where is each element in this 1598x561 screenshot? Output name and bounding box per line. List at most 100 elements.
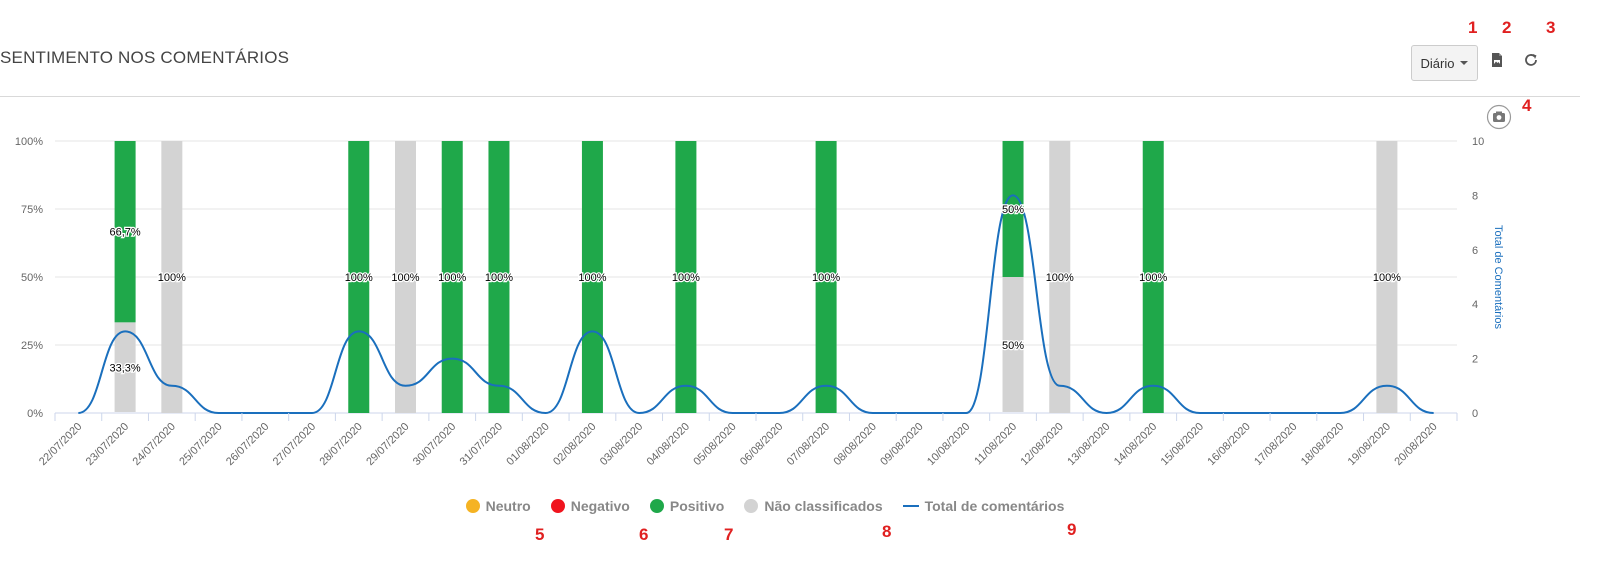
legend-label-neutro: Neutro [485, 498, 531, 514]
chevron-down-icon [1460, 61, 1469, 65]
data-label: 100% [1373, 272, 1401, 284]
x-tick-label: 13/08/2020 [1065, 421, 1112, 468]
x-tick-label: 31/07/2020 [458, 421, 505, 468]
y-right-tick-label: 0 [1472, 408, 1478, 420]
x-tick-label: 28/07/2020 [317, 421, 364, 468]
data-label: 66,7% [109, 227, 140, 239]
bar-positivo [1002, 141, 1024, 277]
x-tick-label: 02/08/2020 [551, 421, 598, 468]
annotation-marker-5: 5 [535, 525, 545, 544]
data-label: 100% [438, 272, 466, 284]
x-tick-label: 04/08/2020 [645, 421, 692, 468]
data-label: 33,3% [109, 363, 140, 375]
series-line-total [78, 194, 1434, 415]
data-label: 50% [1002, 204, 1024, 216]
camera-icon [1486, 104, 1512, 130]
export-image-button[interactable] [1487, 50, 1507, 70]
bar-nao-classificados [161, 141, 183, 413]
bar-nao-classificados [1002, 277, 1024, 412]
y-left-tick-label: 25% [21, 340, 43, 352]
x-tick-label: 25/07/2020 [177, 421, 224, 468]
x-tick-label: 10/08/2020 [925, 421, 972, 468]
period-label: Diário [1420, 55, 1455, 71]
data-label: 100% [345, 272, 373, 284]
x-tick-label: 14/08/2020 [1112, 421, 1159, 468]
x-tick-label: 27/07/2020 [271, 421, 318, 468]
y-left-tick-label: 100% [15, 136, 43, 148]
x-tick-label: 06/08/2020 [738, 421, 785, 468]
x-tick-label: 24/07/2020 [131, 421, 178, 468]
legend-swatch-positivo [649, 499, 664, 513]
x-tick-label: 23/07/2020 [84, 421, 131, 468]
data-label: 50% [1002, 340, 1024, 352]
legend-swatch-total [902, 505, 919, 507]
page-title: SENTIMENTO NOS COMENTÁRIOS [0, 48, 290, 67]
annotation-marker-2: 2 [1502, 18, 1512, 37]
y-right-tick-label: 8 [1472, 190, 1478, 202]
x-tick-label: 07/08/2020 [785, 421, 832, 468]
data-label: 100% [672, 272, 700, 284]
x-tick-label: 15/08/2020 [1159, 421, 1206, 468]
legend-total[interactable]: Total de comentários [902, 498, 1065, 514]
annotation-marker-8: 8 [882, 522, 892, 541]
x-tick-label: 08/08/2020 [832, 421, 879, 468]
bar-positivo [441, 141, 463, 413]
bar-positivo [114, 141, 136, 323]
annotation-marker-7: 7 [724, 525, 734, 544]
annotation-marker-3: 3 [1546, 18, 1556, 37]
legend-label-nao-classificados: Não classificados [764, 498, 883, 514]
y-right-tick-label: 10 [1472, 136, 1484, 148]
data-label: 100% [1139, 272, 1167, 284]
refresh-icon [1525, 54, 1537, 66]
annotation-marker-6: 6 [639, 525, 649, 544]
screenshot-button[interactable] [1486, 104, 1512, 130]
legend-neutro[interactable]: Neutro [465, 498, 531, 514]
x-tick-label: 03/08/2020 [598, 421, 645, 468]
x-tick-label: 11/08/2020 [972, 421, 1019, 468]
y-right-tick-label: 6 [1472, 245, 1478, 257]
bar-positivo [1142, 141, 1164, 413]
x-tick-label: 09/08/2020 [878, 421, 925, 468]
data-label: 100% [578, 272, 606, 284]
legend-nao-classificados[interactable]: Não classificados [744, 498, 883, 514]
y-left-tick-label: 0% [27, 408, 43, 420]
legend-positivo[interactable]: Positivo [649, 498, 725, 514]
legend-label-negativo: Negativo [570, 498, 630, 514]
bar-nao-classificados [395, 141, 416, 413]
bar-positivo [675, 141, 697, 413]
x-tick-label: 22/07/2020 [37, 421, 84, 468]
x-tick-label: 12/08/2020 [1018, 421, 1065, 468]
y-right-tick-label: 2 [1472, 354, 1478, 366]
bar-nao-classificados [1049, 141, 1071, 413]
x-tick-label: 20/08/2020 [1392, 421, 1439, 468]
legend-swatch-neutro [465, 499, 480, 513]
legend-label-positivo: Positivo [669, 498, 725, 514]
data-label: 100% [812, 272, 840, 284]
x-tick-label: 26/07/2020 [224, 421, 271, 468]
data-label: 100% [391, 272, 419, 284]
data-label: 100% [1046, 272, 1074, 284]
x-tick-label: 29/07/2020 [364, 421, 411, 468]
export-image-icon [1492, 53, 1502, 67]
x-tick-label: 19/08/2020 [1346, 421, 1393, 468]
y-left-tick-label: 50% [21, 272, 43, 284]
y-right-axis-title: Total de Comentários [1492, 225, 1504, 329]
legend-swatch-negativo [550, 499, 565, 513]
legend-negativo[interactable]: Negativo [550, 498, 630, 514]
header-divider [0, 96, 1580, 97]
period-dropdown[interactable]: Diário [1411, 45, 1478, 81]
bar-nao-classificados [1376, 141, 1398, 413]
x-tick-label: 05/08/2020 [691, 421, 738, 468]
bar-positivo [815, 141, 837, 413]
x-tick-label: 30/07/2020 [411, 421, 458, 468]
legend-swatch-nao-classificados [744, 499, 759, 513]
y-right-tick-label: 4 [1472, 299, 1478, 311]
legend-label-total: Total de comentários [924, 498, 1065, 514]
annotation-marker-1: 1 [1468, 18, 1478, 37]
x-tick-label: 16/08/2020 [1205, 421, 1252, 468]
data-label: 100% [485, 272, 513, 284]
bar-positivo [581, 141, 603, 413]
refresh-button[interactable] [1521, 50, 1541, 70]
chart-legend: Neutro Negativo Positivo Não classificad… [0, 498, 1530, 514]
data-label: 100% [158, 272, 186, 284]
